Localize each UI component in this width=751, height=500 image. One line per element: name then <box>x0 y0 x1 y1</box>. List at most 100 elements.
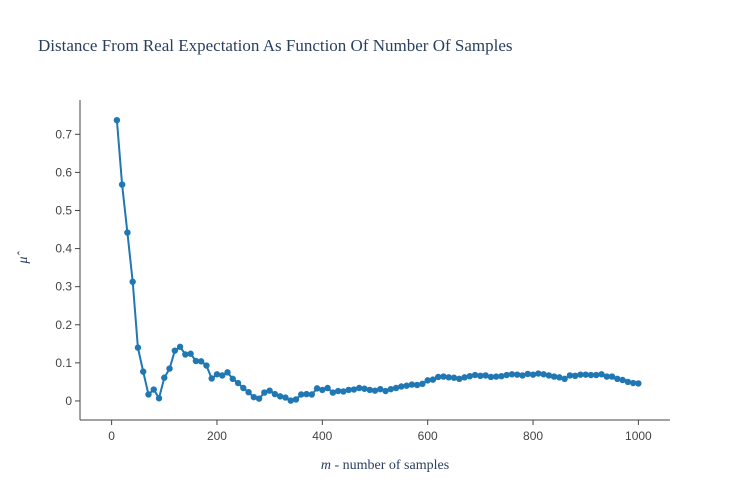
data-point <box>535 370 542 377</box>
data-point <box>492 373 500 380</box>
data-point <box>419 380 426 388</box>
data-point <box>329 389 337 396</box>
ticks: 0 200 400 600 800 1000 0 0.1 0.2 0.3 0.4 0.5 0.6 0.7 <box>55 127 652 443</box>
data-point <box>445 374 452 381</box>
data-point <box>187 350 194 357</box>
data-point <box>487 373 495 381</box>
data-point <box>134 344 142 351</box>
data-point <box>298 391 305 398</box>
data-point <box>371 387 379 394</box>
x-tick-label: 1000 <box>625 429 652 443</box>
data-point <box>340 388 347 395</box>
data-point <box>408 381 416 388</box>
data-point <box>150 386 157 393</box>
data-point <box>556 374 563 381</box>
data-point <box>361 385 368 392</box>
data-point <box>456 375 463 383</box>
data-point <box>461 374 468 381</box>
data-point <box>192 357 200 365</box>
data-point <box>240 384 247 392</box>
data-point <box>197 358 205 365</box>
x-tick-label: 0 <box>108 429 115 443</box>
data-point <box>255 395 263 402</box>
data-point <box>440 373 447 380</box>
data-point <box>203 362 210 369</box>
axes <box>79 100 670 421</box>
y-tick-label: 0.7 <box>55 127 72 141</box>
data-point <box>471 371 479 379</box>
data-point <box>208 375 215 382</box>
data-point <box>382 387 389 395</box>
data-point <box>324 384 331 392</box>
data-point <box>482 372 489 379</box>
data-point <box>308 391 315 398</box>
data-point <box>287 397 294 404</box>
data-point <box>398 383 405 390</box>
data-point <box>345 386 352 394</box>
data-point <box>140 368 147 375</box>
data-point <box>219 372 226 379</box>
data-point <box>171 347 179 354</box>
x-axis-label-text: - number of samples <box>331 458 449 473</box>
data-point <box>213 371 221 378</box>
data-point <box>282 394 289 401</box>
data-point <box>113 116 121 124</box>
data-point <box>250 393 258 401</box>
data-point <box>598 371 605 378</box>
y-tick-label: 0.4 <box>55 242 72 256</box>
data-point <box>435 373 442 381</box>
data-point <box>514 371 521 378</box>
data-point <box>603 373 610 380</box>
data-point <box>124 229 131 236</box>
series-group <box>113 116 642 404</box>
data-point <box>261 389 268 396</box>
data-point <box>508 371 516 378</box>
data-point <box>540 371 547 378</box>
data-point <box>635 380 642 387</box>
y-tick-label: 0.5 <box>55 203 72 217</box>
data-point <box>519 372 526 379</box>
x-tick-label: 200 <box>207 429 227 443</box>
x-tick-label: 400 <box>312 429 332 443</box>
data-point <box>498 372 505 380</box>
data-point <box>334 387 342 395</box>
data-point <box>561 375 568 383</box>
data-point <box>129 278 136 285</box>
data-point <box>503 371 510 379</box>
data-point <box>292 396 300 403</box>
data-point <box>182 351 189 358</box>
x-axis-variable: m <box>321 458 331 473</box>
data-point <box>350 386 358 393</box>
data-point <box>593 371 600 379</box>
data-point <box>466 372 474 380</box>
data-point <box>629 379 637 387</box>
data-point <box>429 376 437 383</box>
data-point <box>319 386 326 394</box>
data-point <box>566 372 574 379</box>
data-point <box>355 384 363 392</box>
y-tick-label: 0 <box>65 394 72 408</box>
data-point <box>224 369 231 376</box>
data-point <box>477 372 484 380</box>
data-point <box>571 372 579 380</box>
data-point <box>392 384 400 392</box>
data-point <box>366 386 373 394</box>
data-point <box>608 373 616 380</box>
data-point <box>545 372 553 379</box>
y-tick-label: 0.3 <box>55 280 72 294</box>
data-point <box>413 381 421 389</box>
data-point <box>524 370 531 378</box>
data-point <box>377 385 384 393</box>
data-point <box>245 388 252 396</box>
data-point <box>313 385 321 392</box>
data-point <box>582 371 589 378</box>
x-axis-title: m - number of samples <box>321 458 449 473</box>
data-point <box>387 385 395 393</box>
data-point <box>587 371 595 379</box>
data-point <box>118 181 126 188</box>
y-axis-title: μ̂ <box>16 250 31 264</box>
data-point <box>577 371 584 378</box>
data-point <box>424 377 431 384</box>
data-point <box>303 390 310 398</box>
